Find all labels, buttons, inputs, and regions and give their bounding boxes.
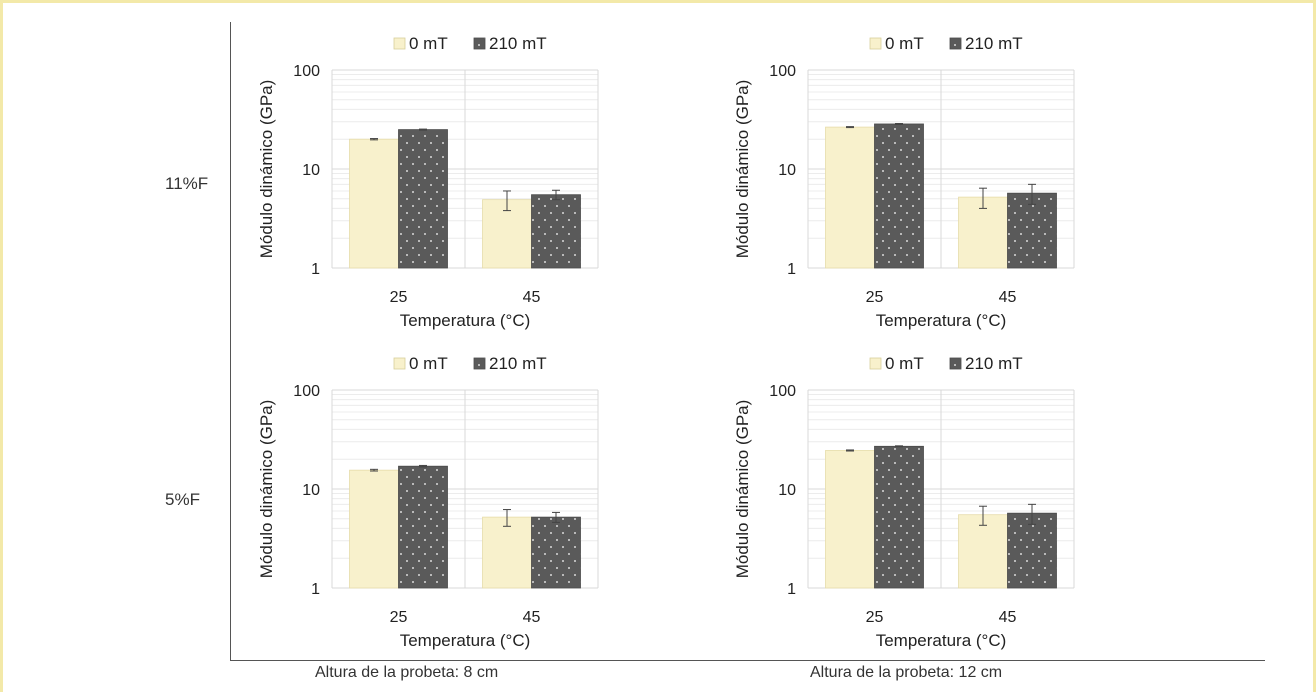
bar-0mt: [958, 514, 1008, 589]
error-bar: [979, 187, 987, 209]
x-tick-label: 25: [866, 609, 884, 626]
x-tick-label: 45: [523, 609, 541, 626]
bar-0mt: [482, 516, 532, 589]
error-bar: [895, 445, 903, 448]
bar-0mt: [349, 469, 399, 589]
bar-210mt: [398, 465, 448, 589]
legend-label-210mt: 210 mT: [965, 354, 1023, 373]
error-bar: [419, 464, 427, 468]
error-bar: [1028, 183, 1036, 205]
x-axis-label: Temperatura (°C): [400, 311, 531, 330]
bar-210mt: [531, 516, 581, 589]
y-axis-label: Módulo dinámico (GPa): [733, 80, 752, 259]
legend-swatch-0mt: [393, 357, 406, 370]
error-bar: [979, 505, 987, 526]
legend-swatch-210mt: [473, 357, 486, 370]
error-bar: [1028, 503, 1036, 525]
y-tick-label: 100: [769, 383, 796, 400]
x-tick-label: 25: [390, 289, 408, 306]
y-axis-label: Módulo dinámico (GPa): [257, 400, 276, 579]
bar-0mt: [349, 138, 399, 269]
legend-swatch-210mt: [949, 357, 962, 370]
y-tick-label: 100: [769, 63, 796, 80]
x-axis-label: Temperatura (°C): [400, 631, 531, 650]
y-tick-label: 100: [293, 63, 320, 80]
chart-5f-12cm: 1 10 100 Módulo dinámico (GPa) 25 45 Temperatu…: [733, 354, 1075, 650]
legend: 0 mT 210 mT: [869, 34, 1023, 53]
legend-label-0mt: 0 mT: [409, 354, 448, 373]
legend-swatch-210mt: [949, 37, 962, 50]
y-tick-label: 10: [302, 162, 320, 179]
error-bar: [503, 509, 511, 527]
row-label-5f: 5%F: [165, 490, 200, 509]
error-bar: [846, 449, 854, 452]
column-label-8cm: Altura de la probeta: 8 cm: [315, 664, 499, 681]
x-axis-label: Temperatura (°C): [876, 311, 1007, 330]
legend-swatch-210mt: [473, 37, 486, 50]
figure-left-axis-line: [230, 22, 231, 660]
error-bar: [895, 123, 903, 125]
y-tick-label: 1: [787, 261, 796, 278]
legend-swatch-0mt: [393, 37, 406, 50]
y-tick-label: 1: [311, 261, 320, 278]
legend: 0 mT 210 mT: [869, 354, 1023, 373]
legend-swatch-0mt: [869, 357, 882, 370]
error-bar: [503, 190, 511, 212]
y-tick-label: 1: [311, 581, 320, 598]
y-tick-label: 1: [787, 581, 796, 598]
error-bar: [552, 511, 560, 523]
legend-swatch-0mt: [869, 37, 882, 50]
y-tick-label: 10: [778, 162, 796, 179]
error-bar: [419, 128, 427, 131]
bar-0mt: [825, 126, 875, 269]
bar-210mt: [1007, 512, 1057, 589]
error-bar: [552, 189, 560, 201]
x-axis-label: Temperatura (°C): [876, 631, 1007, 650]
legend: 0 mT 210 mT: [393, 34, 547, 53]
x-tick-label: 25: [390, 609, 408, 626]
legend: 0 mT 210 mT: [393, 354, 547, 373]
bar-210mt: [874, 445, 924, 589]
bar-210mt: [398, 129, 448, 269]
x-tick-label: 45: [999, 609, 1017, 626]
y-tick-label: 10: [302, 482, 320, 499]
legend-label-0mt: 0 mT: [409, 34, 448, 53]
bar-210mt: [1007, 192, 1057, 269]
error-bar: [370, 138, 378, 141]
bar-210mt: [874, 123, 924, 269]
legend-label-210mt: 210 mT: [489, 354, 547, 373]
chart-11f-12cm: 1 10 100 Módulo dinámico (GPa) 25 45 Temperatu…: [733, 34, 1075, 330]
legend-label-0mt: 0 mT: [885, 34, 924, 53]
bar-210mt: [531, 194, 581, 269]
legend-label-0mt: 0 mT: [885, 354, 924, 373]
x-tick-label: 45: [523, 289, 541, 306]
chart-11f-8cm: 1 10 100 Módulo dinámico (GPa) 25 45 Temperatu…: [257, 34, 599, 330]
y-axis-label: Módulo dinámico (GPa): [733, 400, 752, 579]
row-label-11f: 11%F: [165, 174, 209, 193]
y-tick-label: 10: [778, 482, 796, 499]
error-bar: [370, 468, 378, 472]
column-label-12cm: Altura de la probeta: 12 cm: [810, 664, 1003, 681]
bar-0mt: [825, 450, 875, 589]
y-axis-label: Módulo dinámico (GPa): [257, 80, 276, 259]
figure-bottom-axis-line: [230, 660, 1265, 661]
chart-5f-8cm: 1 10 100 Módulo dinámico (GPa) 25 45 Temperatu…: [257, 354, 599, 650]
x-tick-label: 25: [866, 289, 884, 306]
legend-label-210mt: 210 mT: [489, 34, 547, 53]
x-tick-label: 45: [999, 289, 1017, 306]
error-bar: [846, 126, 854, 129]
y-tick-label: 100: [293, 383, 320, 400]
legend-label-210mt: 210 mT: [965, 34, 1023, 53]
